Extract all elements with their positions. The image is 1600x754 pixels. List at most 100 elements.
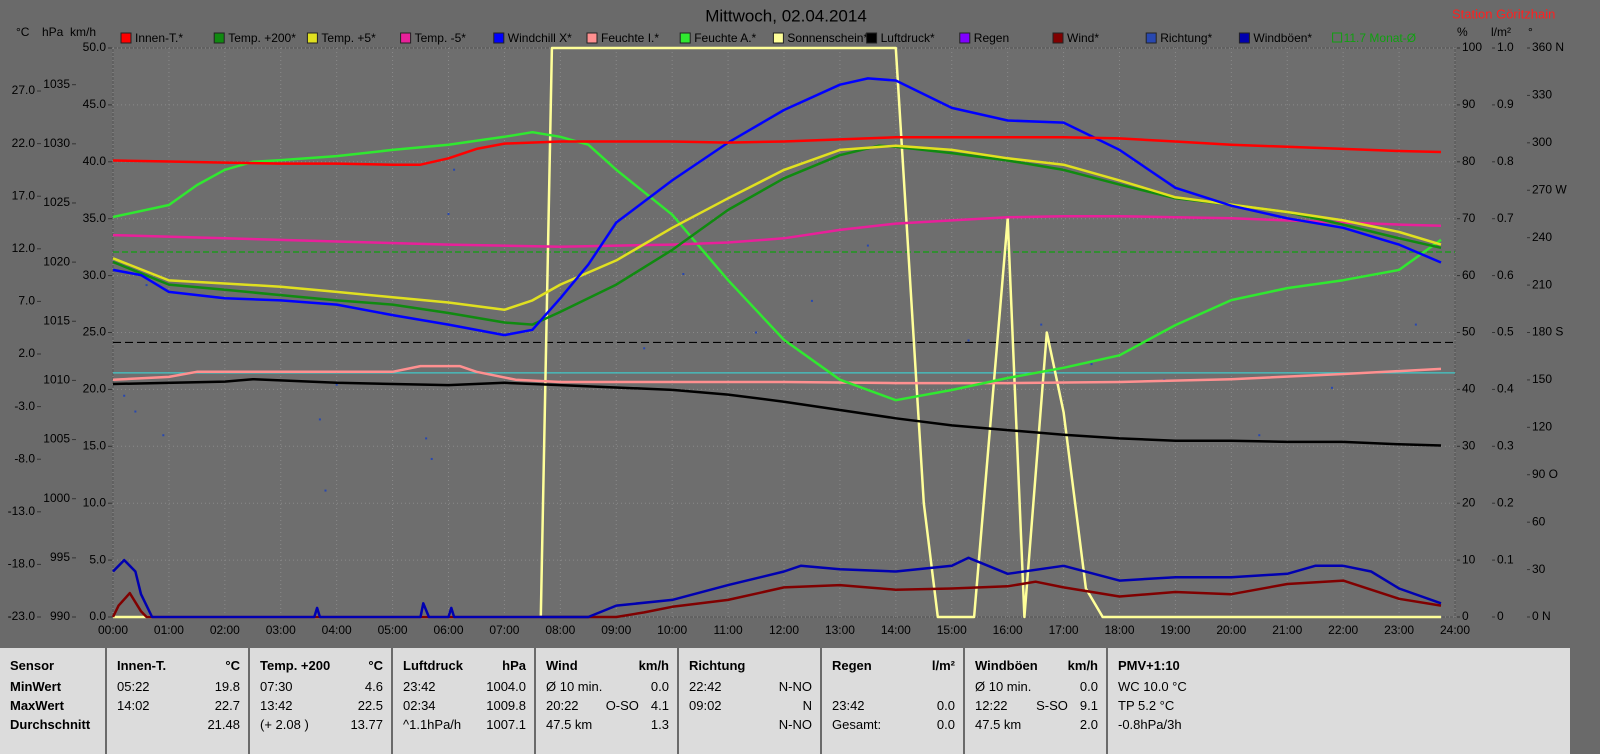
legend-swatch (306, 32, 318, 44)
y-tick-label: 1030 (43, 136, 70, 150)
cell-left: Gesamt: (832, 717, 882, 732)
cell-right: 9.1 (1079, 698, 1098, 713)
cell-right: 4.1 (650, 698, 669, 713)
direction-dot (643, 347, 646, 350)
legend-label: Regen (974, 31, 1009, 45)
panel-row: (+ 2.08 ) 13.77 (260, 715, 383, 734)
direction-dot (453, 168, 456, 171)
panel-row: 23:42 0.0 (832, 696, 955, 715)
legend-swatch (213, 32, 225, 44)
legend-label: Luftdruck* (881, 31, 935, 45)
y-tick-label: 1000 (43, 491, 70, 505)
cell-right: 0.0 (1079, 679, 1098, 694)
legend-label: Richtung* (1160, 31, 1212, 45)
legend-swatch (1332, 32, 1343, 43)
legend-swatch (120, 32, 132, 44)
y-tick-label: 0.8 (1497, 154, 1514, 168)
direction-dot (123, 394, 126, 397)
y-tick-label: 1.0 (1497, 40, 1514, 54)
cell-left: 05:22 (117, 679, 150, 694)
panel-row: 47.5 km 1.3 (546, 715, 669, 734)
legend-swatch (400, 32, 412, 44)
y-tick-label: 12.0 (12, 241, 36, 255)
panel-row: Ø 10 min. 0.0 (975, 677, 1098, 696)
y-tick-label: 0.2 (1497, 495, 1514, 509)
panel-header: Windböen km/h (975, 656, 1098, 675)
y-tick-label: 60 (1462, 268, 1476, 282)
series-line (112, 556, 1442, 619)
x-tick-label: 18:00 (1104, 623, 1134, 637)
legend-label: Temp. +5* (321, 31, 376, 45)
stats-panel: Wind km/h Ø 10 min. 0.0 20:22 O-SO 4.1 47.5 km 1… (536, 648, 677, 754)
y-tick-label: 20 (1462, 495, 1476, 509)
y-tick-label: 300 (1532, 135, 1552, 149)
panel-row: 20:22 O-SO 4.1 (546, 696, 669, 715)
panel-row: 23:42 1004.0 (403, 677, 526, 696)
cell-left: (+ 2.08 ) (260, 717, 309, 732)
series-line (112, 377, 1442, 447)
y-tick-label: 30 (1532, 562, 1546, 576)
y-tick-label: 90 O (1532, 467, 1558, 481)
cell-left: 23:42 (832, 698, 865, 713)
x-tick-label: 13:00 (825, 623, 855, 637)
series-line (112, 130, 1442, 402)
y-tick-label: 50 (1462, 325, 1476, 339)
y-tick-label: 17.0 (12, 188, 36, 202)
cell-right: 0.0 (650, 679, 669, 694)
legend-label: Feuchte A.* (694, 31, 756, 45)
axis-unit: % (1457, 25, 1468, 39)
panel-row: 47.5 km 2.0 (975, 715, 1098, 734)
cell-right: 22.7 (214, 698, 240, 713)
y-tick-label: 0 (1497, 609, 1504, 623)
y-tick-label: 0.1 (1497, 552, 1514, 566)
x-tick-label: 11:00 (714, 623, 743, 637)
axis-unit: l/m² (1491, 25, 1511, 39)
direction-dot (1040, 323, 1043, 326)
y-tick-label: 30.0 (83, 268, 107, 282)
legend-swatch (1145, 32, 1157, 44)
cell-right: N-NO (778, 679, 812, 694)
legend-label: Feuchte I.* (601, 31, 659, 45)
stats-panel: PMV+1:10 WC 10.0 °C TP 5.2 °C -0.8hPa/3h (1108, 648, 1570, 754)
legend-swatch (959, 32, 971, 44)
panel-header: Richtung (689, 656, 812, 675)
stats-panel: Regen l/m² 23:42 0.0 Gesamt: 0.0 (822, 648, 963, 754)
cell-right: 1004.0 (486, 679, 526, 694)
cell-right: 21.48 (207, 717, 240, 732)
y-tick-label: 90 (1462, 97, 1476, 111)
direction-dot (967, 339, 970, 342)
y-tick-label: 1020 (43, 254, 70, 268)
legend-swatch (679, 32, 691, 44)
y-tick-label: 0 N (1532, 609, 1551, 623)
panel-title: Wind (546, 658, 578, 673)
chart: Mittwoch, 02.04.2014 Station Göritzhain … (7, 6, 1568, 638)
y-tick-label: 0.3 (1497, 438, 1514, 452)
stats-panel: Innen-T. °C 05:22 19.8 14:02 22.7 21.48 (107, 648, 248, 754)
panel-header: PMV+1:10 (1118, 656, 1562, 675)
x-tick-label: 05:00 (378, 623, 408, 637)
panel-row: -0.8hPa/3h (1118, 715, 1562, 734)
x-tick-label: 01:00 (154, 623, 184, 637)
cell-left: 02:34 (403, 698, 436, 713)
cell-left: 12:22 (975, 698, 1008, 713)
y-tick-label: 40 (1462, 382, 1476, 396)
panel-unit: km/h (638, 658, 669, 673)
panel-row: MaxWert (10, 696, 97, 715)
y-tick-label: 27.0 (12, 83, 36, 97)
x-tick-label: 20:00 (1216, 623, 1246, 637)
y-tick-label: 330 (1532, 88, 1552, 102)
y-tick-label: 10.0 (83, 495, 107, 509)
panel-row: N-NO (689, 715, 812, 734)
y-tick-label: 0.4 (1497, 382, 1514, 396)
panel-row: 21.48 (117, 715, 240, 734)
x-tick-label: 03:00 (266, 623, 296, 637)
legend-label: Temp. +200* (228, 31, 296, 45)
y-tick-label: 35.0 (83, 211, 107, 225)
y-tick-label: -18.0 (8, 557, 36, 571)
y-tick-label: 40.0 (83, 154, 107, 168)
y-tick-label: 7.0 (18, 294, 35, 308)
y-tick-label: 1005 (43, 432, 70, 446)
cell-left: TP 5.2 °C (1118, 698, 1175, 713)
panel-title: Richtung (689, 658, 746, 673)
cell-left: 23:42 (403, 679, 436, 694)
